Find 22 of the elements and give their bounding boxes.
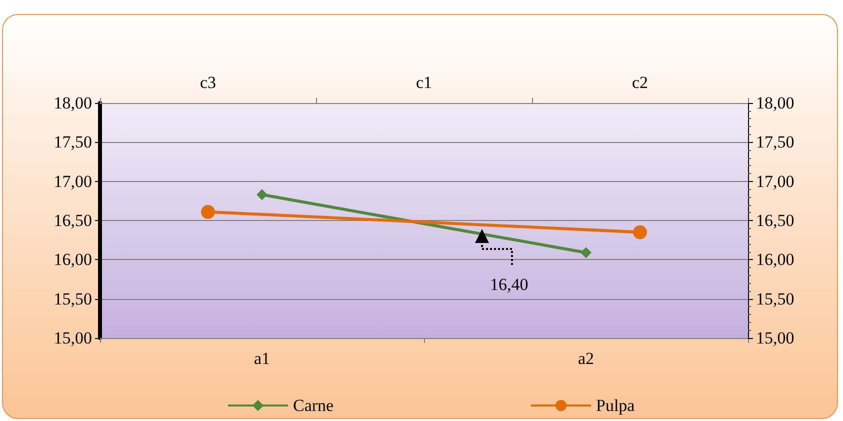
y-tick-label: 18,00 — [756, 94, 794, 112]
y-tick-label: 17,50 — [54, 132, 92, 152]
y-tick-label: 16,50 — [54, 211, 92, 230]
y-tick-label: 16,00 — [756, 250, 794, 270]
x-tick-label: a2 — [578, 349, 594, 368]
legend-label: Pulpa — [596, 396, 636, 415]
y-tick-label: 16,00 — [54, 250, 92, 270]
legend-label: Carne — [293, 396, 334, 415]
x-tick-label: c2 — [632, 73, 648, 92]
x-tick-label: c3 — [200, 73, 216, 92]
y-tick-label: 15,00 — [756, 328, 794, 348]
annotation: 16,40 — [490, 275, 528, 294]
x-tick-label: c1 — [416, 73, 432, 92]
y-tick-label: 16,50 — [756, 211, 794, 230]
y-tick-label: 15,50 — [756, 289, 794, 308]
y-tick-label: 17,50 — [756, 132, 794, 152]
y-tick-label: 15,00 — [54, 328, 92, 348]
y-tick-label: 17,00 — [756, 172, 794, 191]
y-tick-label: 18,00 — [54, 94, 92, 112]
y-tick-label: 15,50 — [54, 289, 92, 308]
x-tick-label: a1 — [254, 349, 270, 368]
y-tick-label: 17,00 — [54, 172, 92, 191]
